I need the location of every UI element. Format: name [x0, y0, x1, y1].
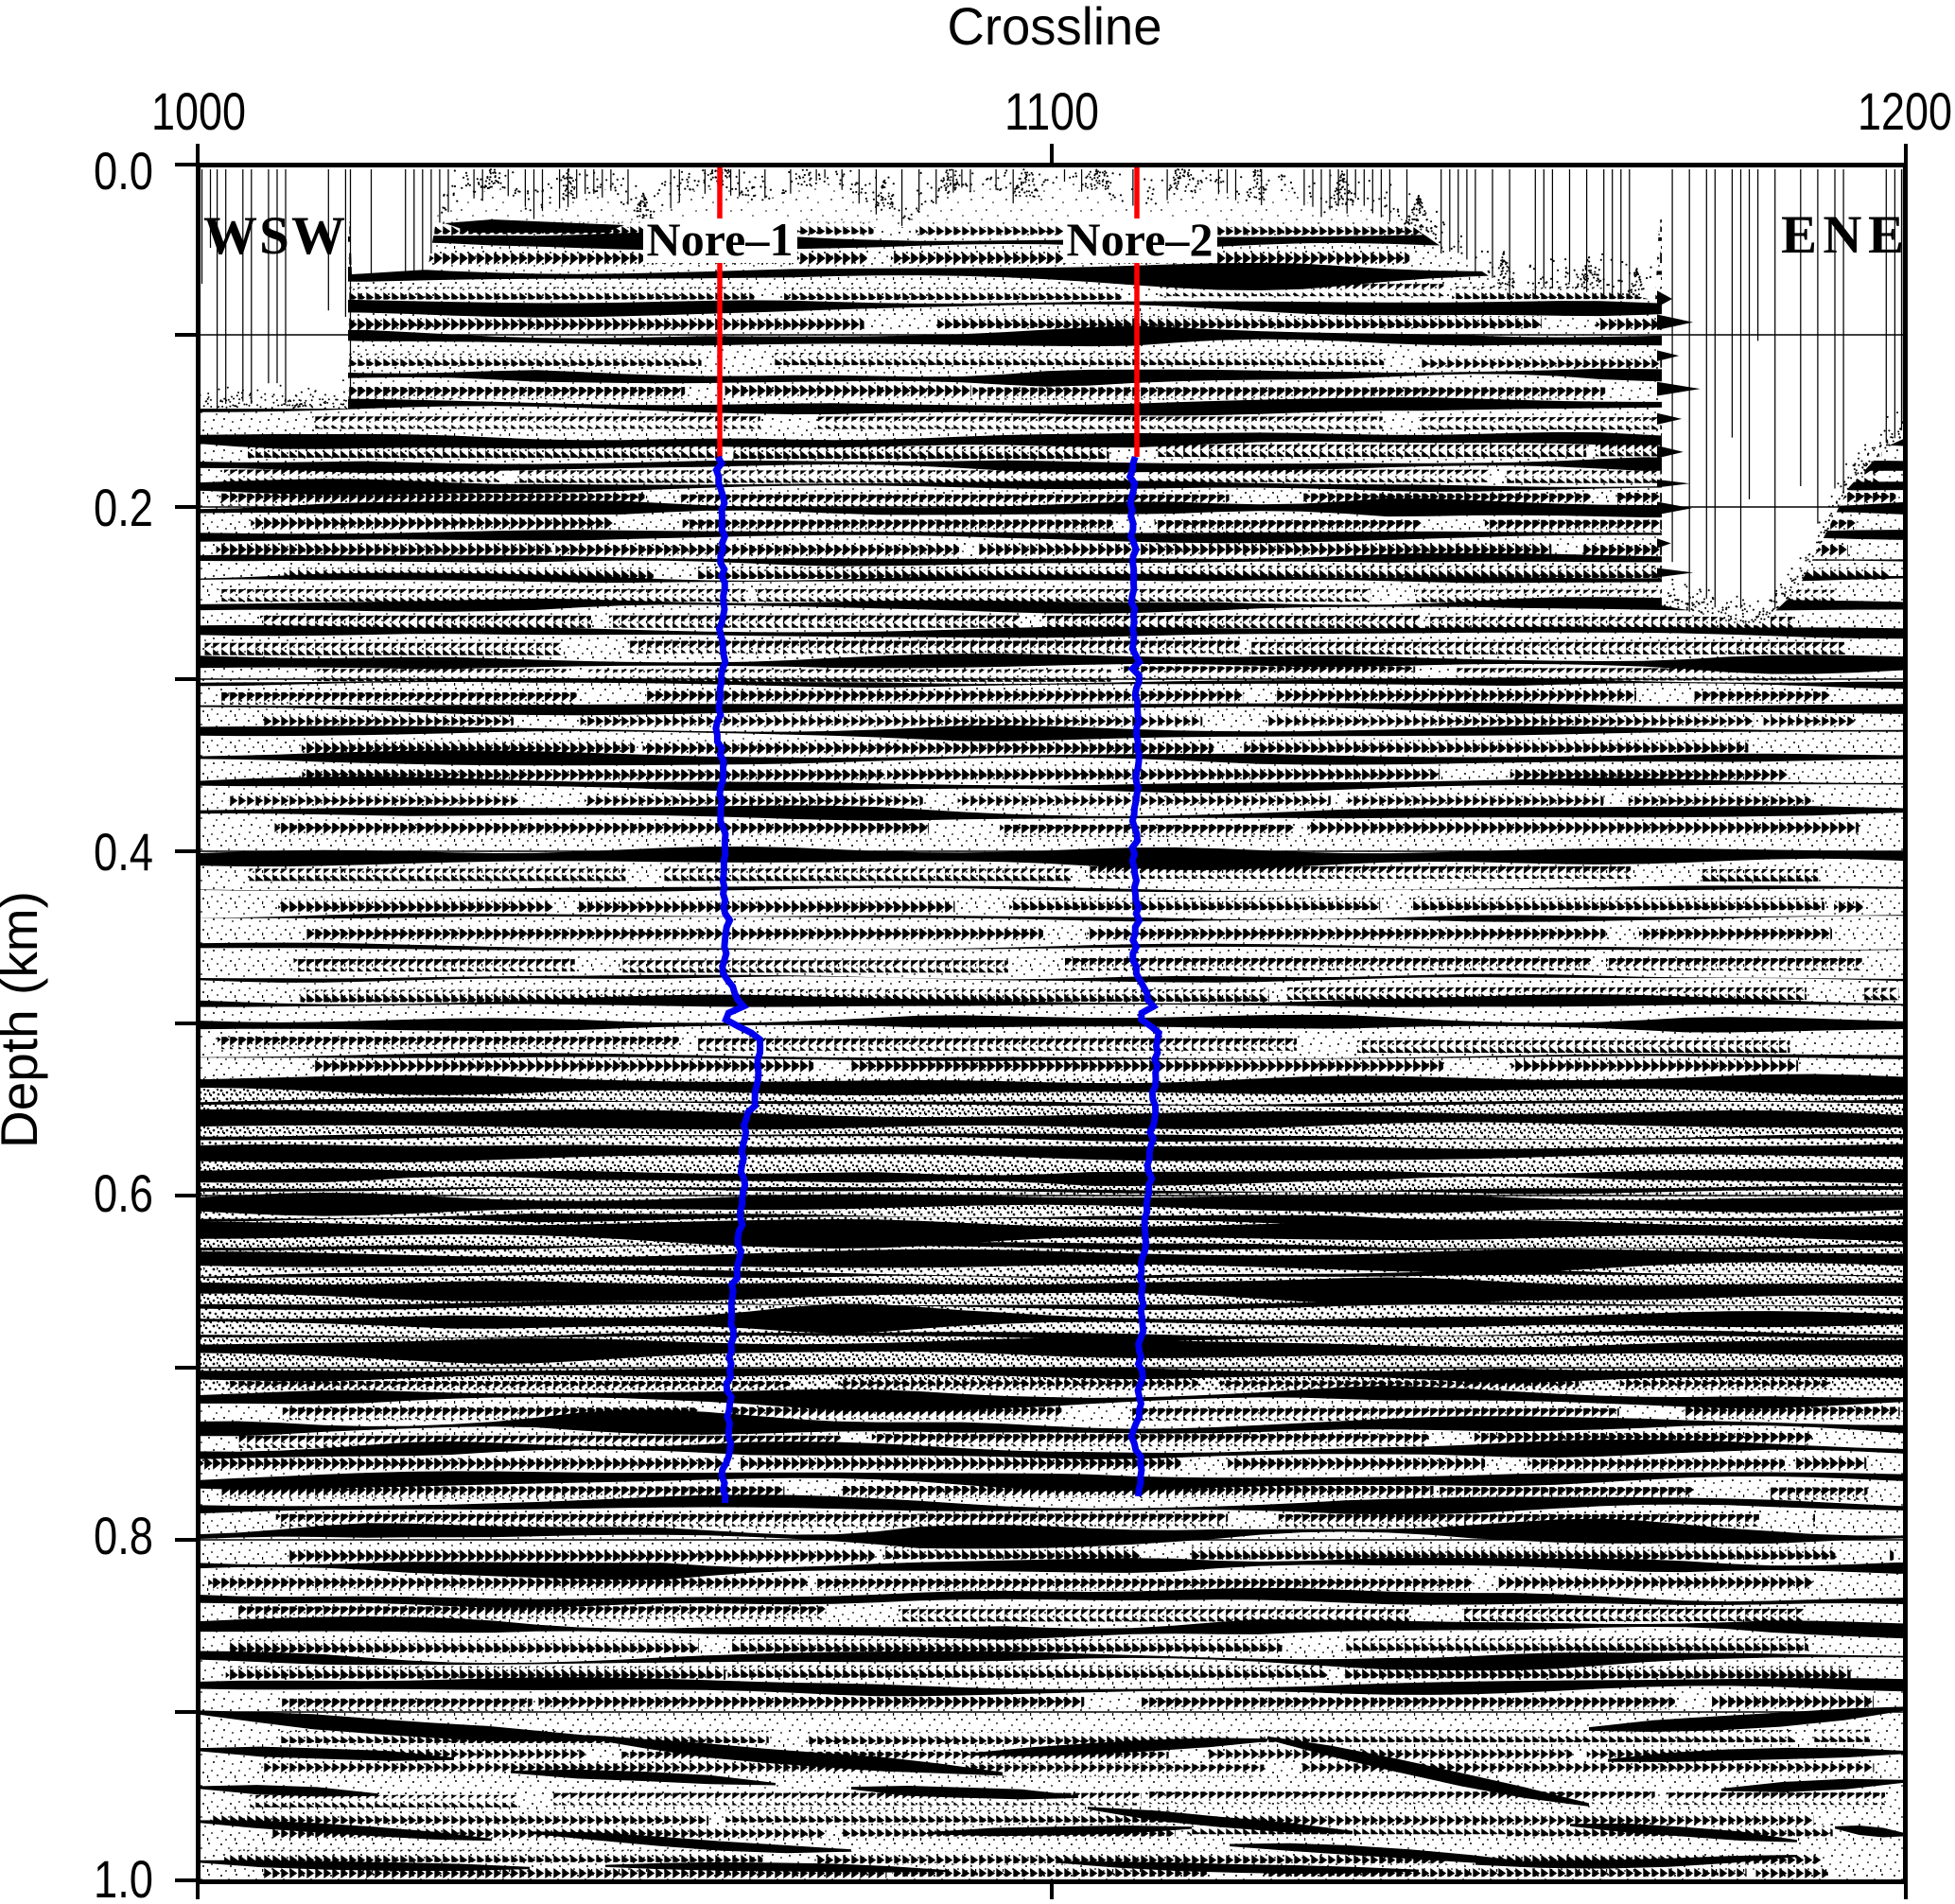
svg-text:Nore–1: Nore–1	[647, 213, 794, 266]
svg-text:0.4: 0.4	[94, 822, 153, 882]
svg-text:WSW: WSW	[203, 206, 345, 266]
svg-text:Nore–2: Nore–2	[1067, 213, 1213, 266]
svg-text:0.8: 0.8	[94, 1506, 153, 1565]
svg-text:0.0: 0.0	[94, 141, 153, 201]
svg-text:0.6: 0.6	[94, 1163, 153, 1223]
svg-text:Crossline: Crossline	[948, 0, 1162, 56]
svg-text:ENE: ENE	[1781, 205, 1904, 265]
svg-text:Depth (km): Depth (km)	[0, 891, 48, 1148]
svg-text:0.2: 0.2	[94, 478, 153, 537]
svg-text:1100: 1100	[1004, 81, 1099, 141]
svg-text:1200: 1200	[1858, 81, 1952, 141]
svg-text:1.0: 1.0	[94, 1849, 153, 1899]
svg-text:1000: 1000	[151, 81, 246, 141]
